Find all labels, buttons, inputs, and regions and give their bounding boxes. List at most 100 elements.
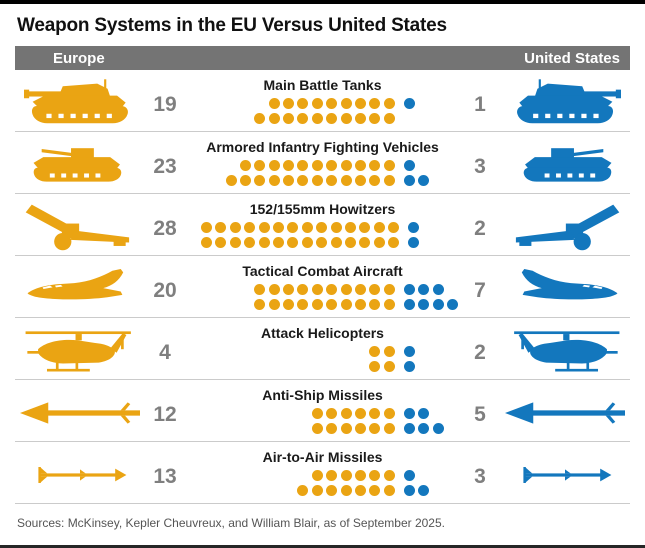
weapon-row: 23 Armored Infantry Fighting Vehicles 3	[15, 132, 630, 194]
europe-dot	[311, 160, 323, 171]
europe-count: 23	[153, 154, 177, 178]
europe-count: 12	[153, 402, 177, 426]
europe-dot	[369, 346, 381, 357]
tank-icon	[15, 78, 145, 127]
column-header-bar: Europe United States	[15, 46, 630, 70]
howitzer-icon	[500, 202, 630, 252]
europe-dot	[326, 160, 338, 171]
air-to-air-missile-icon	[15, 463, 145, 487]
europe-dot	[383, 175, 395, 186]
europe-dot	[326, 113, 338, 124]
attack-helicopter-icon	[500, 326, 630, 376]
tank-icon	[500, 78, 630, 127]
europe-dot	[383, 284, 395, 295]
dot-row-top	[201, 160, 460, 171]
us-dots-bottom	[404, 113, 460, 124]
europe-dot	[254, 299, 266, 310]
category-label: Tactical Combat Aircraft	[242, 263, 403, 279]
europe-dot	[383, 361, 395, 372]
europe-dot	[254, 160, 266, 171]
us-dot	[418, 284, 430, 295]
dot-row-bottom	[201, 299, 460, 310]
europe-dot	[311, 470, 323, 481]
us-dots-top	[403, 160, 460, 171]
europe-dot	[272, 222, 284, 233]
europe-dot	[287, 222, 299, 233]
europe-dot	[201, 237, 212, 248]
europe-dot	[244, 222, 256, 233]
us-dot	[403, 485, 415, 496]
us-dots-bottom	[403, 299, 460, 310]
europe-dot	[340, 175, 352, 186]
sources-note: Sources: McKinsey, Kepler Cheuvreux, and…	[17, 516, 445, 530]
europe-dot	[369, 408, 381, 419]
europe-dot	[268, 113, 280, 124]
dot-row-bottom	[201, 175, 460, 186]
europe-dot	[244, 237, 256, 248]
europe-dot	[311, 284, 323, 295]
category-label: Anti-Ship Missiles	[262, 387, 383, 403]
dot-grid	[201, 470, 460, 496]
europe-dot	[369, 361, 381, 372]
europe-dot	[383, 113, 395, 124]
dot-row-top	[201, 284, 460, 295]
europe-dot	[258, 222, 270, 233]
europe-dot	[369, 423, 381, 434]
europe-dots-top	[201, 160, 395, 171]
category-label: Main Battle Tanks	[263, 77, 382, 93]
europe-dot	[369, 299, 381, 310]
us-dots-top	[403, 346, 460, 357]
europe-dot	[215, 237, 227, 248]
us-count: 1	[474, 92, 486, 116]
weapon-rows: 19 Main Battle Tanks 1 23 Armored Infant…	[15, 70, 630, 504]
europe-dot	[355, 113, 367, 124]
europe-dot	[201, 222, 212, 233]
europe-dot	[311, 423, 323, 434]
europe-dot	[340, 485, 352, 496]
europe-dot	[383, 299, 395, 310]
us-dot	[403, 470, 415, 481]
europe-dot	[287, 237, 299, 248]
europe-dot	[373, 237, 385, 248]
europe-dot	[359, 237, 371, 248]
us-dot	[403, 423, 415, 434]
europe-dot	[297, 485, 309, 496]
europe-dot	[340, 113, 352, 124]
us-dots-bottom	[403, 423, 460, 434]
europe-count: 19	[153, 92, 177, 116]
us-dot	[446, 299, 458, 310]
row-center: Air-to-Air Missiles	[185, 449, 460, 496]
europe-dot	[268, 160, 280, 171]
europe-dot	[344, 222, 356, 233]
dot-row-top	[201, 98, 460, 109]
us-dot	[403, 98, 415, 109]
europe-dot	[311, 113, 323, 124]
europe-count: 28	[153, 216, 177, 240]
europe-dot	[311, 175, 323, 186]
europe-dot	[326, 485, 338, 496]
dot-row-top	[201, 222, 460, 233]
europe-dot	[297, 113, 309, 124]
europe-dot	[340, 423, 352, 434]
europe-dot	[268, 175, 280, 186]
us-count: 5	[474, 402, 486, 426]
europe-dots-top	[201, 98, 395, 109]
weapon-row: 19 Main Battle Tanks 1	[15, 70, 630, 132]
dot-row-bottom	[201, 361, 460, 372]
dot-grid	[201, 346, 460, 372]
us-dots-bottom	[403, 485, 460, 496]
weapon-row: 4 Attack Helicopters 2	[15, 318, 630, 380]
europe-dots-top	[201, 222, 400, 233]
europe-dot	[258, 237, 270, 248]
europe-dot	[369, 113, 381, 124]
europe-dot	[355, 485, 367, 496]
europe-dots-bottom	[201, 299, 395, 310]
europe-dots-bottom	[201, 423, 395, 434]
europe-dot	[340, 284, 352, 295]
europe-dot	[326, 408, 338, 419]
europe-dot	[301, 237, 313, 248]
dot-grid	[201, 222, 460, 248]
europe-dot	[373, 222, 385, 233]
europe-dots-top	[201, 346, 395, 357]
europe-dot	[355, 98, 367, 109]
